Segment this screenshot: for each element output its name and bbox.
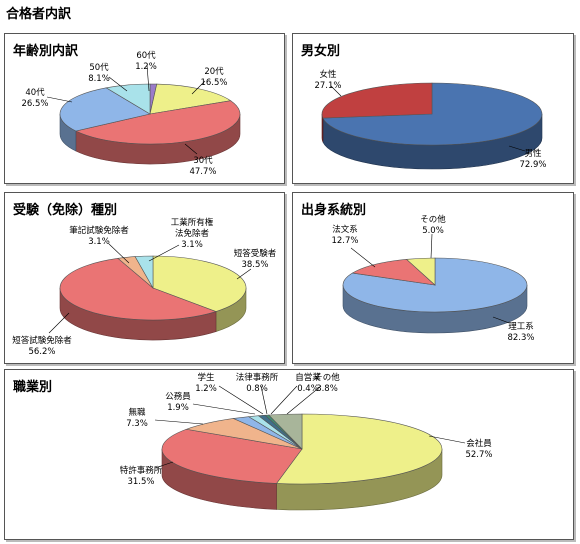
panel-age: 年齢別内訳 60代1.2%20代16.5%30代47.7%40代26.5%50代…	[4, 33, 285, 184]
slice-label: 理工系	[508, 321, 534, 332]
slice-value-label: 26.5%	[21, 99, 48, 109]
slice-value-label: 8.1%	[88, 74, 110, 84]
leader-line	[155, 420, 203, 424]
slice-value-label: 12.7%	[331, 236, 358, 246]
slice-value-label: 38.5%	[241, 260, 268, 270]
slice-label: 法文系	[332, 224, 358, 235]
slice-value-label: 1.2%	[195, 384, 217, 394]
slice-label: 短答試験免除者	[12, 335, 72, 346]
page-title: 合格者内訳	[6, 3, 71, 22]
slice-value-label: 52.7%	[465, 450, 492, 460]
slice-value-label: 31.5%	[127, 477, 154, 487]
slice-value-label: 16.5%	[200, 78, 227, 88]
slice-label: その他	[420, 214, 446, 225]
slice-value-label: 3.8%	[316, 384, 338, 394]
slice-label: 60代	[136, 50, 156, 61]
slice-label: 無職	[128, 407, 146, 418]
leader-line	[351, 248, 375, 267]
slice-label: その他	[314, 372, 340, 383]
occupation-pie-chart: 会社員52.7% 特許事務所31.5% 無職7.3% 公務員1.9% 学生1.2% 法律事…	[5, 370, 573, 539]
slice-label: 30代	[193, 155, 213, 166]
slice-label: 50代	[89, 62, 109, 73]
leader-line	[271, 386, 297, 414]
slice-value-label: 3.1%	[88, 237, 110, 247]
leader-line	[49, 313, 69, 333]
slice-label: 短答受験者	[234, 248, 277, 259]
age-pie-chart: 60代1.2% 20代16.5% 30代47.7% 40代26.5% 50代8.1%	[5, 34, 284, 183]
slice-value-label: 5.0%	[422, 226, 444, 236]
panel-occupation: 職業別 会社員52.7%特許事務所31.5%無職7.3%公務員1.9%学生1.2…	[4, 369, 574, 540]
panel-exam: 受験（免除）種別 短答受験者38.5%短答試験免除者56.2%筆記試験免除者3.…	[4, 192, 285, 364]
slice-label: 特許事務所	[120, 465, 163, 476]
slice-value-label: 27.1%	[314, 81, 341, 91]
slice-value-label: 1.2%	[135, 62, 157, 72]
slice-label: 法律事務所	[236, 372, 279, 383]
slice-label: 筆記試験免除者	[69, 225, 129, 236]
leader-line	[193, 404, 255, 414]
slice-value-label: 82.3%	[507, 333, 534, 343]
slice-label: 法免除者	[175, 228, 210, 239]
panel-field: 出身系統別 理工系82.3%法文系12.7%その他5.0%	[292, 192, 574, 364]
slice-value-label: 1.9%	[167, 403, 189, 413]
slice-value-label: 47.7%	[189, 167, 216, 177]
slice-label: 男性	[524, 148, 542, 159]
exam-pie-chart: 短答受験者38.5%短答試験免除者56.2%筆記試験免除者3.1%工業所有権法免…	[5, 193, 284, 363]
leader-line	[47, 97, 72, 102]
slice-label: 公務員	[165, 391, 191, 402]
slice-value-label: 3.1%	[181, 240, 203, 250]
slice-value-label: 72.9%	[519, 160, 546, 170]
leader-line	[431, 234, 432, 258]
slice-label: 学生	[197, 372, 215, 383]
slice-value-label: 0.8%	[246, 384, 268, 394]
panel-gender: 男女別 男性72.9%女性27.1%	[292, 33, 574, 184]
slice-label: 工業所有権	[171, 217, 214, 228]
slice-label: 女性	[319, 69, 337, 80]
field-pie-chart: 理工系82.3% 法文系12.7% その他5.0%	[293, 193, 573, 363]
slice-value-label: 7.3%	[126, 419, 148, 429]
slice-value-label: 56.2%	[28, 347, 55, 357]
slice-label: 会社員	[466, 438, 492, 449]
slice-label: 20代	[204, 66, 224, 77]
slice-label: 40代	[25, 87, 45, 98]
leader-line	[237, 269, 251, 279]
gender-pie-chart: 男性72.9% 女性27.1%	[293, 34, 573, 183]
